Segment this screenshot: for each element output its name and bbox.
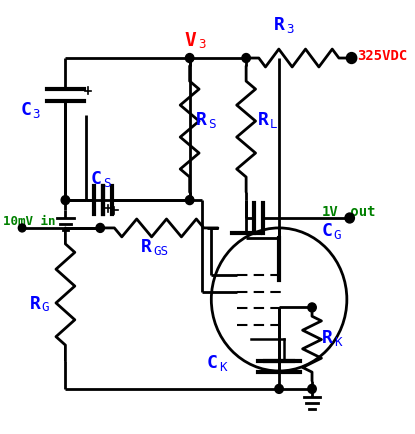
Text: 10mV in: 10mV in bbox=[3, 215, 56, 228]
Circle shape bbox=[275, 385, 283, 393]
Circle shape bbox=[242, 53, 250, 62]
Text: C: C bbox=[207, 354, 217, 372]
Text: R: R bbox=[322, 329, 332, 347]
Text: G: G bbox=[42, 302, 49, 315]
Text: 1V: 1V bbox=[322, 205, 338, 219]
Text: V: V bbox=[185, 31, 197, 50]
Text: S: S bbox=[208, 118, 216, 131]
Circle shape bbox=[61, 196, 70, 204]
Text: C: C bbox=[20, 101, 31, 119]
Circle shape bbox=[345, 213, 354, 223]
Circle shape bbox=[18, 224, 26, 232]
Text: GS: GS bbox=[153, 245, 168, 258]
Circle shape bbox=[96, 224, 105, 232]
Text: out: out bbox=[342, 205, 376, 219]
Text: 3: 3 bbox=[287, 23, 294, 36]
Text: R: R bbox=[257, 111, 269, 129]
Text: 325VDC: 325VDC bbox=[357, 49, 408, 63]
Circle shape bbox=[347, 53, 357, 63]
Text: 3: 3 bbox=[198, 38, 205, 51]
Circle shape bbox=[186, 196, 194, 204]
Text: R: R bbox=[141, 238, 151, 256]
Text: C: C bbox=[91, 170, 102, 188]
Text: R: R bbox=[196, 111, 207, 129]
Text: S: S bbox=[103, 177, 110, 190]
Text: R: R bbox=[274, 16, 285, 34]
Text: G: G bbox=[334, 229, 341, 242]
Circle shape bbox=[186, 53, 194, 62]
Text: C: C bbox=[322, 222, 332, 240]
Text: K: K bbox=[334, 336, 341, 349]
Text: L: L bbox=[270, 118, 277, 131]
Text: K: K bbox=[219, 361, 226, 374]
Text: R: R bbox=[29, 295, 41, 312]
Circle shape bbox=[308, 385, 316, 393]
Text: 3: 3 bbox=[32, 108, 40, 121]
Circle shape bbox=[308, 303, 316, 312]
